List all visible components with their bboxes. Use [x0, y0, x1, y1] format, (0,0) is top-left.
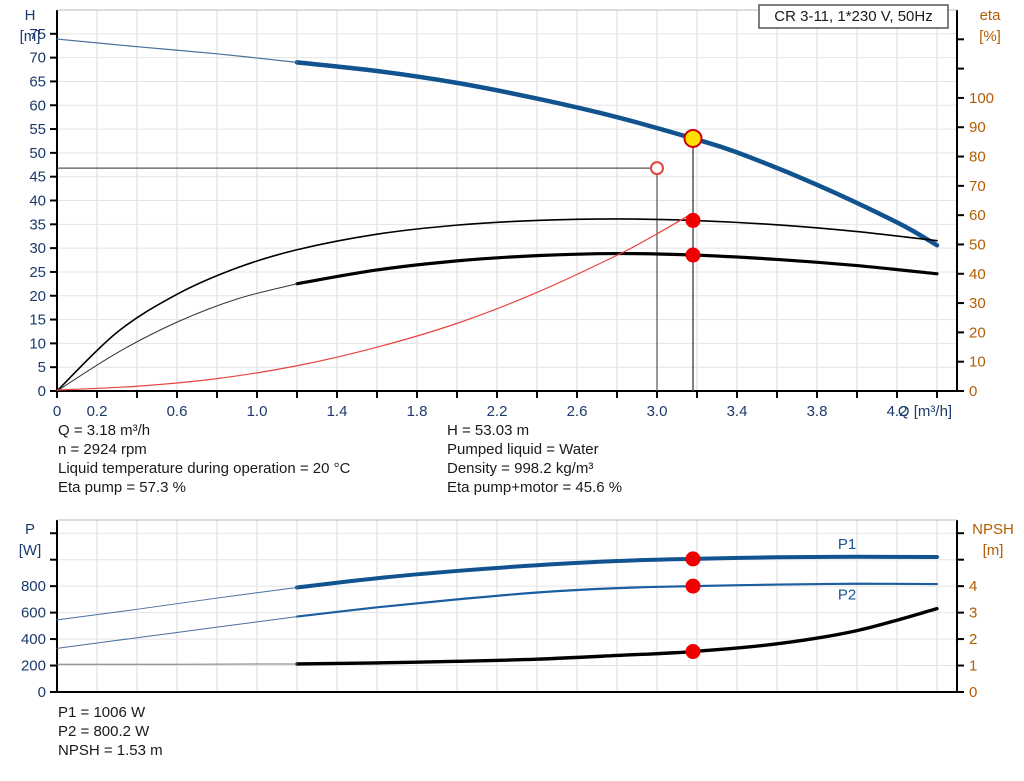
curve-eta-pump-extrapolated [56, 283, 298, 392]
info-p2: P2 = 800.2 W [58, 723, 150, 740]
npsh-axis-title: NPSH [972, 521, 1014, 538]
title-box-label: CR 3-11, 1*230 V, 50Hz [774, 8, 932, 25]
y2-tick-label: 0 [969, 383, 977, 400]
p-tick-label: 400 [21, 631, 46, 648]
info-block-bottom: P1 = 1006 W P2 = 800.2 W NPSH = 1.53 m [58, 703, 163, 760]
p-axis-title: P [25, 521, 35, 538]
y2-tick-label: 60 [969, 207, 986, 224]
curve-h-curve-extrapolated [56, 38, 298, 63]
x-tick-label: 0.2 [87, 403, 108, 420]
curve-npsh [295, 606, 939, 666]
info-pumped-liquid: Pumped liquid = Water [447, 441, 599, 458]
y2-tick-label: 10 [969, 354, 986, 371]
npsh-tick-label: 2 [969, 631, 977, 648]
y-tick-label: 10 [29, 335, 46, 352]
x-tick-label: 2.2 [487, 403, 508, 420]
p-tick-label: 200 [21, 658, 46, 675]
y-tick-label: 25 [29, 264, 46, 281]
x-axis-title: Q [m³/h] [898, 403, 952, 420]
x-tick-label: 4.2 [887, 403, 908, 420]
title-box [758, 4, 949, 29]
y-tick-label: 20 [29, 288, 46, 305]
y-tick-label: 50 [29, 145, 46, 162]
y-tick-label: 75 [29, 26, 46, 43]
y2-tick-label: 30 [969, 295, 986, 312]
x-tick-label: 3.8 [807, 403, 828, 420]
y-tick-label: 45 [29, 169, 46, 186]
y2-tick-label: 80 [969, 149, 986, 166]
npsh-duty-point [685, 644, 701, 660]
curve-p2 [295, 582, 939, 618]
y2-tick-label: 70 [969, 178, 986, 195]
info-density: Density = 998.2 kg/m³ [447, 460, 594, 477]
y-tick-label: 0 [38, 383, 46, 400]
y2-tick-label: 40 [969, 266, 986, 283]
curve-eta-pump-motor [56, 218, 938, 392]
p-tick-label: 800 [21, 578, 46, 595]
x-tick-label: 0.6 [167, 403, 188, 420]
power-npsh-chart: 0 200 400 600 800 0 1 2 3 4 P1 P2 P [W] NPSH [m] [19, 519, 1014, 701]
curve-p1-extrapolated [56, 586, 298, 621]
p2-label: P2 [838, 586, 856, 603]
x-tick-label: 2.6 [567, 403, 588, 420]
x-tick-label: 1.8 [407, 403, 428, 420]
y-tick-label: 60 [29, 97, 46, 114]
info-eta-pump-motor: Eta pump+motor = 45.6 % [447, 479, 623, 496]
y-axis-title: H [25, 7, 36, 24]
y-tick-label: 65 [29, 73, 46, 90]
y-tick-label: 35 [29, 216, 46, 233]
curve-h-curve-operating-range [294, 60, 940, 248]
y2-axis-title: eta [980, 7, 1002, 24]
info-npsh: NPSH = 1.53 m [58, 742, 163, 759]
x-tick-label: 1.4 [327, 403, 348, 420]
y2-axis-unit: [%] [979, 28, 1001, 45]
curve-eta-pump [295, 251, 939, 286]
p2-duty-point [685, 578, 701, 594]
curve-npsh-power-ratio-red [56, 212, 694, 391]
info-block-left: Q = 3.18 m³/h n = 2924 rpm Liquid temper… [58, 421, 350, 497]
x-tick-label: 0 [53, 403, 61, 420]
y-tick-label: 55 [29, 121, 46, 138]
info-liquid-temperature: Liquid temperature during operation = 20… [58, 460, 351, 477]
y2-tick-label: 90 [969, 119, 986, 136]
npsh-tick-label: 3 [969, 605, 977, 622]
npsh-tick-label: 1 [969, 658, 977, 675]
y-axis-unit: [m] [20, 28, 41, 45]
curve-p1 [295, 554, 939, 590]
info-block-right: H = 53.03 m Pumped liquid = Water Densit… [447, 421, 622, 497]
x-tick-label: 3.0 [647, 403, 668, 420]
head-eta-chart: 0 5 10 15 20 25 30 35 40 45 50 55 60 65 70 75 0 10 20 30 40 5… [20, 4, 1002, 420]
info-n: n = 2924 rpm [58, 441, 147, 458]
duty-point [683, 128, 703, 148]
p-tick-label: 0 [38, 684, 46, 701]
eta-pump-motor-point [685, 212, 701, 228]
p-tick-label: 600 [21, 605, 46, 622]
eta-pump-point [685, 247, 701, 263]
y2-tick-label: 50 [969, 236, 986, 253]
y-tick-label: 5 [38, 359, 46, 376]
x-tick-label: 3.4 [727, 403, 748, 420]
y2-tick-label: 20 [969, 324, 986, 341]
y2-tick-label: 100 [969, 90, 994, 107]
p1-duty-point [685, 551, 701, 567]
npsh-ref-point [650, 161, 664, 176]
info-q: Q = 3.18 m³/h [58, 422, 151, 439]
npsh-tick-label: 0 [969, 684, 977, 701]
info-h: H = 53.03 m [447, 422, 530, 439]
p1-label: P1 [838, 536, 856, 553]
p-axis-unit: [W] [19, 542, 42, 559]
y-tick-label: 70 [29, 50, 46, 67]
info-eta-pump: Eta pump = 57.3 % [58, 479, 186, 496]
y-tick-label: 15 [29, 312, 46, 329]
y-tick-label: 40 [29, 193, 46, 210]
npsh-axis-unit: [m] [983, 542, 1004, 559]
npsh-tick-label: 4 [969, 578, 977, 595]
curve-p2-extrapolated [56, 616, 298, 649]
x-tick-label: 1.0 [247, 403, 268, 420]
info-p1: P1 = 1006 W [58, 704, 146, 721]
y-tick-label: 30 [29, 240, 46, 257]
